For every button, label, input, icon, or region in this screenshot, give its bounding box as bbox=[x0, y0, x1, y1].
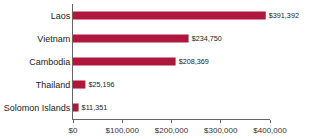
svg-text:$100,000: $100,000 bbox=[106, 126, 140, 135]
svg-text:$391,392: $391,392 bbox=[269, 11, 299, 20]
svg-text:$234,750: $234,750 bbox=[192, 34, 222, 43]
svg-text:$0: $0 bbox=[69, 126, 78, 135]
svg-text:Solomon Islands: Solomon Islands bbox=[4, 103, 71, 113]
svg-text:$400,000: $400,000 bbox=[253, 126, 287, 135]
svg-text:$11,351: $11,351 bbox=[82, 103, 108, 112]
svg-text:Laos: Laos bbox=[51, 11, 71, 21]
svg-text:Cambodia: Cambodia bbox=[29, 57, 70, 67]
svg-text:Thailand: Thailand bbox=[36, 80, 71, 90]
svg-text:$25,196: $25,196 bbox=[88, 80, 114, 89]
svg-text:$200,000: $200,000 bbox=[155, 126, 189, 135]
svg-text:$208,369: $208,369 bbox=[179, 57, 209, 66]
svg-text:$300,000: $300,000 bbox=[204, 126, 238, 135]
svg-text:Vietnam: Vietnam bbox=[37, 34, 70, 44]
